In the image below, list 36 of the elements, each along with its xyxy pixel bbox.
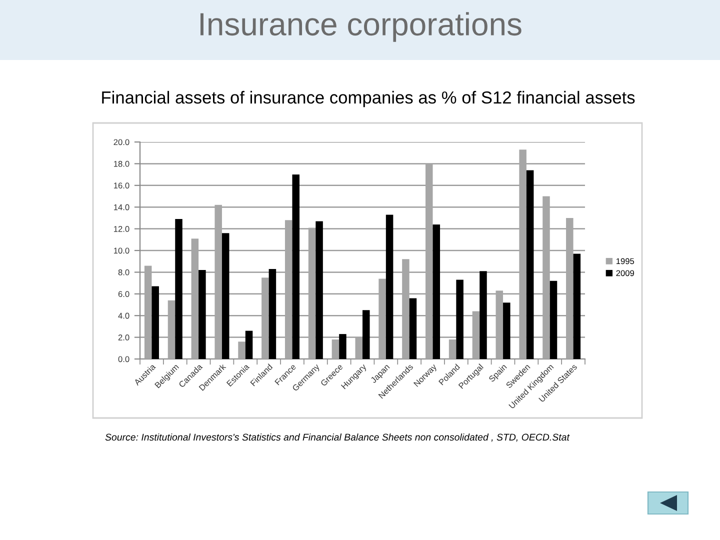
bar xyxy=(386,214,394,359)
bar xyxy=(268,268,276,359)
chart-subtitle: Financial assets of insurance companies as % of S12 financial assets xyxy=(102,90,635,108)
bar xyxy=(339,334,346,359)
bar xyxy=(480,271,487,359)
bar xyxy=(238,342,246,359)
bar xyxy=(245,330,253,359)
y-tick-label: 4.0 xyxy=(118,312,130,319)
y-tick-label: 12.0 xyxy=(114,226,130,232)
y-tick-label: 8.0 xyxy=(118,269,130,276)
bar xyxy=(152,286,159,359)
bar xyxy=(526,170,534,359)
y-tick-label: 14.0 xyxy=(114,204,130,210)
y-tick-label: 10.0 xyxy=(114,248,130,254)
bar xyxy=(316,221,323,359)
bar xyxy=(292,174,300,359)
legend-label: 2009 xyxy=(616,270,634,276)
bar xyxy=(362,310,370,359)
bar xyxy=(550,280,558,359)
bar xyxy=(456,280,464,359)
y-tick-label: 2.0 xyxy=(118,334,130,340)
y-tick-label: 18.0 xyxy=(114,160,130,167)
y-tick-label: 16.0 xyxy=(114,182,130,188)
legend-label: 1995 xyxy=(616,258,634,264)
chart-title: Insurance corporations xyxy=(200,12,522,42)
bar xyxy=(198,270,206,359)
bar xyxy=(503,302,510,359)
y-tick-label: 6.0 xyxy=(118,291,130,297)
y-tick-label: 0.0 xyxy=(118,356,130,362)
bar xyxy=(175,219,182,359)
bar xyxy=(222,233,230,359)
bar xyxy=(432,224,440,359)
bar xyxy=(409,298,417,359)
bar xyxy=(573,254,581,359)
source-note: Source: Institutional Investors's Statistics and Financial Balance Sheets non consolidated , STD, OECD.Stat xyxy=(105,433,570,442)
y-tick-label: 20.0 xyxy=(114,139,130,146)
